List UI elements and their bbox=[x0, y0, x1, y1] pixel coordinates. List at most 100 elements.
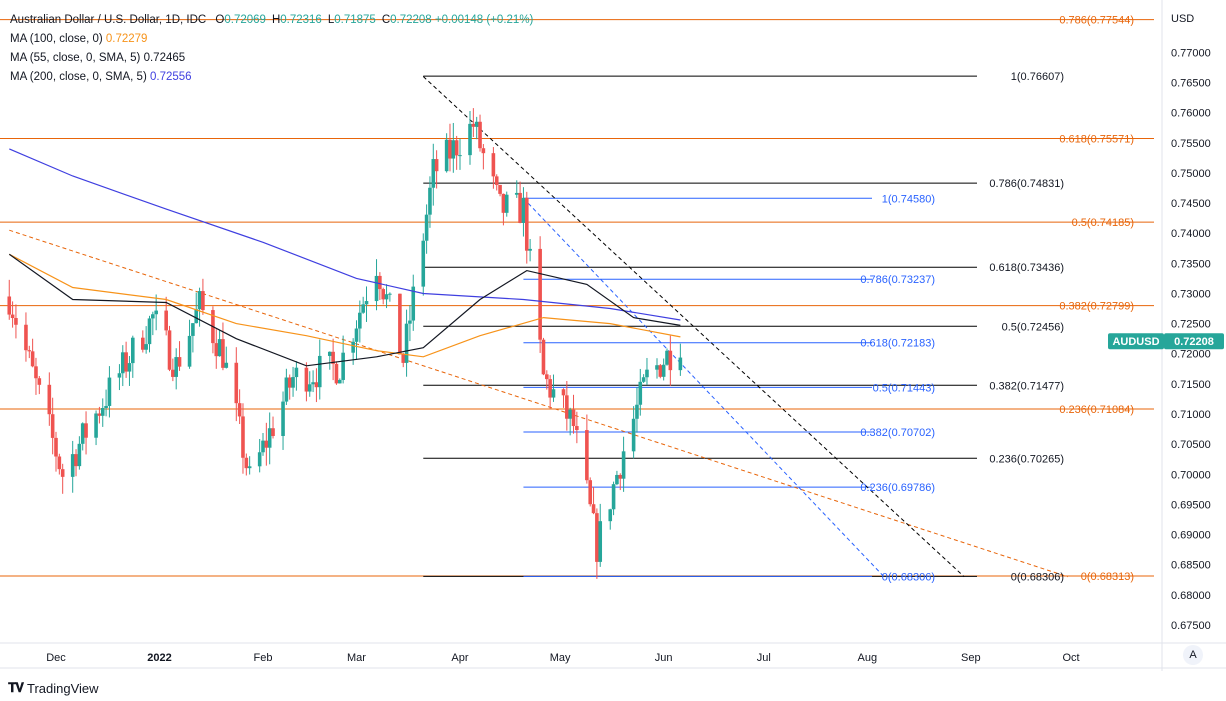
candle-body bbox=[304, 367, 309, 392]
candle-body bbox=[481, 148, 486, 154]
candle-body bbox=[454, 140, 459, 156]
candle-body bbox=[80, 423, 85, 444]
y-tick-label: 0.68500 bbox=[1171, 560, 1211, 572]
x-tick-label: Mar bbox=[347, 652, 366, 664]
candle-body bbox=[237, 403, 242, 417]
candle-body bbox=[337, 379, 342, 384]
candle-body bbox=[354, 328, 359, 342]
candle-body bbox=[197, 291, 202, 310]
y-tick-label: 0.74000 bbox=[1171, 228, 1211, 240]
candle-body bbox=[311, 382, 315, 385]
fib-label-black: 1(0.76607) bbox=[1011, 71, 1064, 83]
candle-body bbox=[77, 443, 82, 467]
candle-body bbox=[384, 294, 389, 300]
candle-body bbox=[645, 369, 649, 378]
indicator-value: 0.72465 bbox=[143, 52, 186, 64]
y-tick-label: 0.70500 bbox=[1171, 439, 1211, 451]
auto-scale-button[interactable]: A bbox=[1183, 645, 1203, 665]
ohlc-row: Australian Dollar / U.S. Dollar, 1D, IDC… bbox=[10, 11, 533, 30]
candle-body bbox=[261, 440, 265, 453]
candle-body bbox=[431, 159, 436, 188]
candle-body bbox=[631, 418, 636, 452]
trendlines bbox=[9, 76, 1068, 578]
candle-body bbox=[94, 413, 98, 438]
ma100-line bbox=[9, 253, 681, 358]
candle-body bbox=[351, 341, 355, 353]
indicator-row[interactable]: MA (200, close, 0, SMA, 5) 0.72556 bbox=[10, 68, 533, 87]
ohlc-o: O0.72069 bbox=[215, 14, 266, 26]
trendline bbox=[523, 197, 885, 578]
candle-body bbox=[388, 293, 392, 295]
candle-body bbox=[327, 351, 332, 356]
candle-body bbox=[358, 312, 362, 329]
fib-label-blue: 0.786(0.73237) bbox=[860, 274, 935, 286]
y-tick-label: 0.72000 bbox=[1171, 349, 1211, 361]
fib-label-orange: 0.786(0.77544) bbox=[1059, 15, 1134, 27]
candle-body bbox=[294, 367, 299, 378]
candle-body bbox=[144, 344, 148, 350]
candle-body bbox=[444, 139, 449, 172]
y-tick-label: 0.67500 bbox=[1171, 620, 1211, 632]
indicator-row[interactable]: MA (55, close, 0, SMA, 5) 0.72465 bbox=[10, 49, 533, 68]
candle-body bbox=[448, 139, 452, 159]
fib-label-blue: 0.618(0.72183) bbox=[860, 338, 935, 350]
y-tick-label: 0.73500 bbox=[1171, 258, 1211, 270]
candle-body bbox=[317, 355, 322, 388]
candle-body bbox=[331, 351, 335, 364]
candle-body bbox=[514, 192, 519, 195]
currency-label: USD bbox=[1171, 13, 1194, 25]
candle-body bbox=[10, 314, 15, 319]
symbol-tag-bg bbox=[1108, 333, 1164, 350]
ma55-line bbox=[8, 253, 681, 367]
candle-body bbox=[401, 354, 406, 363]
candle-body bbox=[34, 366, 38, 379]
chart-labels: 0.786(0.77544) 0.618(0.75571) 0.5(0.74185)… bbox=[860, 15, 1224, 583]
candle-body bbox=[378, 275, 382, 290]
last-price-tag-bg bbox=[1164, 333, 1224, 350]
fib-label-orange: 0(0.68313) bbox=[1081, 571, 1134, 583]
y-tick-label: 0.77000 bbox=[1171, 47, 1211, 59]
tradingview-logo-icon: 𝐓𝐕 bbox=[8, 680, 24, 695]
candle-body bbox=[571, 409, 576, 427]
candle-body bbox=[47, 384, 52, 415]
candle-body bbox=[271, 428, 275, 437]
indicator-row[interactable]: MA (100, close, 0) 0.72279 bbox=[10, 30, 533, 49]
candle-body bbox=[528, 248, 532, 251]
moving-averages bbox=[8, 148, 681, 367]
fib-label-orange: 0.618(0.75571) bbox=[1059, 134, 1134, 146]
candle-body bbox=[541, 339, 546, 375]
candle-body bbox=[70, 454, 75, 477]
candle-body bbox=[151, 314, 155, 319]
candle-body bbox=[611, 484, 616, 510]
candle-body bbox=[548, 379, 552, 398]
candle-body bbox=[307, 384, 312, 392]
symbol-tag: AUDUSD bbox=[1112, 336, 1159, 348]
y-tick-label: 0.70000 bbox=[1171, 469, 1211, 481]
candle-body bbox=[217, 339, 222, 357]
fib-label-black: 0.382(0.71477) bbox=[989, 380, 1064, 392]
candle-body bbox=[518, 192, 522, 223]
candle-body bbox=[545, 374, 549, 380]
y-tick-label: 0.69000 bbox=[1171, 530, 1211, 542]
candle-body bbox=[54, 437, 58, 457]
candle-body bbox=[164, 310, 168, 331]
y-tick-label: 0.74500 bbox=[1171, 198, 1211, 210]
y-tick-label: 0.76000 bbox=[1171, 108, 1211, 120]
fib-label-black: 0.786(0.74831) bbox=[989, 178, 1064, 190]
candle-body bbox=[257, 452, 262, 467]
x-tick-label: Jul bbox=[757, 652, 771, 664]
chart-legend: Australian Dollar / U.S. Dollar, 1D, IDC… bbox=[10, 11, 533, 87]
candle-body bbox=[565, 395, 569, 419]
candle-body bbox=[635, 404, 639, 419]
candle-body bbox=[591, 504, 596, 514]
ohlc-values: O0.72069 H0.72316 L0.71875 C0.72208 bbox=[209, 14, 435, 26]
candle-body bbox=[147, 318, 152, 345]
trendline bbox=[422, 76, 965, 578]
candle-body bbox=[434, 159, 439, 172]
y-tick-label: 0.73000 bbox=[1171, 288, 1211, 300]
fib-label-blue: 0.5(0.71443) bbox=[873, 382, 935, 394]
candle-body bbox=[247, 466, 252, 469]
candle-body bbox=[107, 377, 112, 406]
candle-body bbox=[474, 121, 479, 127]
